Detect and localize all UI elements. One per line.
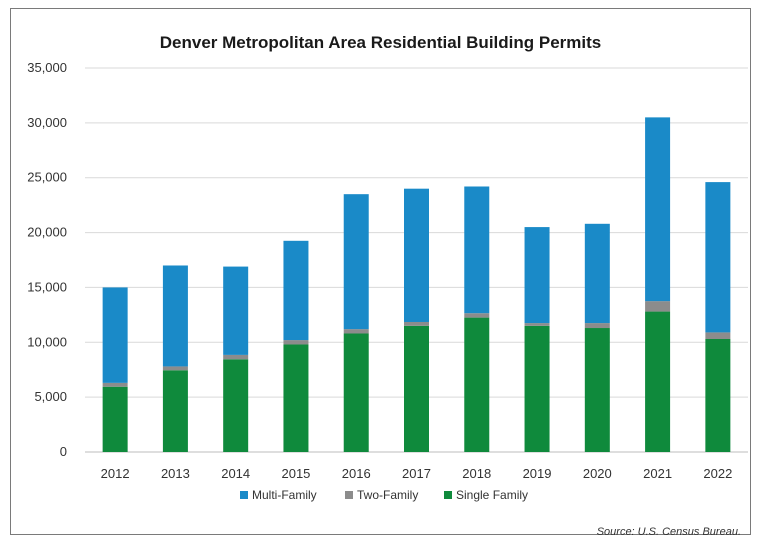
bar-single-family-2018: [464, 317, 490, 452]
chart-frame: [10, 8, 751, 535]
legend-swatch: [240, 491, 248, 499]
x-tick-label: 2018: [462, 466, 491, 481]
bar-single-family-2017: [404, 325, 429, 452]
bar-two-family-2016: [343, 329, 369, 334]
bar-multi-family-2013: [162, 265, 188, 367]
bar-single-family-2019: [524, 325, 550, 452]
legend-label: Multi-Family: [252, 488, 317, 502]
bar-single-family-2012: [102, 386, 128, 452]
chart-title: Denver Metropolitan Area Residential Bui…: [159, 33, 602, 52]
bar-two-family-2021: [645, 301, 671, 312]
bar-multi-family-2012: [102, 287, 128, 383]
x-tick-label: 2022: [703, 466, 732, 481]
y-tick-label: 35,000: [27, 60, 67, 75]
x-tick-label: 2019: [523, 466, 552, 481]
legend-swatch: [444, 491, 452, 499]
bar-multi-family-2014: [223, 266, 249, 355]
bar-multi-family-2017: [404, 188, 429, 322]
legend-swatch: [345, 491, 353, 499]
legend-label: Two-Family: [357, 488, 418, 502]
bar-multi-family-2019: [524, 227, 550, 324]
x-tick-label: 2012: [101, 466, 130, 481]
bar-two-family-2020: [584, 323, 610, 329]
y-tick-label: 30,000: [27, 115, 67, 130]
bar-single-family-2016: [343, 333, 369, 452]
bar-single-family-2022: [705, 338, 731, 452]
bar-two-family-2019: [524, 323, 550, 326]
y-tick-label: 5,000: [34, 389, 67, 404]
bar-single-family-2021: [645, 311, 671, 452]
bar-single-family-2013: [162, 370, 188, 452]
x-tick-label: 2020: [583, 466, 612, 481]
bar-multi-family-2021: [645, 117, 671, 302]
bar-multi-family-2018: [464, 186, 490, 314]
bar-multi-family-2015: [283, 240, 309, 341]
y-tick-label: 0: [60, 444, 67, 459]
y-tick-label: 15,000: [27, 279, 67, 294]
legend-label: Single Family: [456, 488, 528, 502]
bar-two-family-2014: [223, 354, 249, 360]
bar-single-family-2020: [584, 328, 610, 452]
bar-two-family-2013: [162, 366, 188, 371]
bar-two-family-2017: [404, 321, 429, 326]
x-tick-label: 2017: [402, 466, 431, 481]
x-tick-label: 2014: [221, 466, 250, 481]
y-tick-label: 10,000: [27, 334, 67, 349]
y-tick-label: 20,000: [27, 225, 67, 240]
x-tick-label: 2015: [281, 466, 310, 481]
bar-single-family-2015: [283, 344, 309, 452]
source-note: Source: U.S. Census Bureau.: [596, 526, 741, 538]
bar-two-family-2012: [102, 382, 128, 387]
bar-single-family-2014: [223, 359, 249, 452]
x-tick-label: 2013: [161, 466, 190, 481]
bar-multi-family-2016: [343, 194, 369, 330]
bar-two-family-2022: [705, 332, 731, 339]
y-tick-label: 25,000: [27, 170, 67, 185]
x-tick-label: 2016: [342, 466, 371, 481]
bar-two-family-2018: [464, 313, 490, 318]
bar-multi-family-2020: [584, 223, 610, 324]
bar-two-family-2015: [283, 340, 309, 345]
x-tick-label: 2021: [643, 466, 672, 481]
bar-multi-family-2022: [705, 182, 731, 333]
